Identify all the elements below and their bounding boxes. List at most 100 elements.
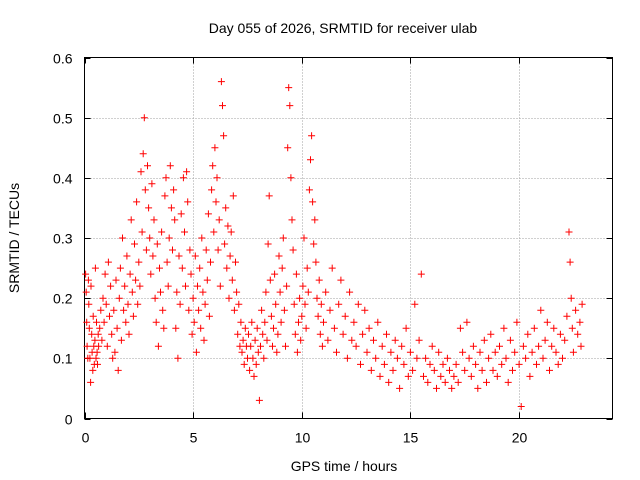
data-point [145, 204, 153, 212]
data-point [273, 348, 281, 356]
data-point [387, 348, 395, 356]
data-point [504, 378, 512, 386]
data-point [317, 300, 325, 308]
data-point [290, 300, 298, 308]
data-point [522, 354, 530, 362]
data-point [175, 252, 183, 260]
data-point [147, 270, 155, 278]
data-point [222, 204, 230, 212]
data-point [348, 336, 356, 344]
data-point [83, 342, 91, 350]
data-point [363, 348, 371, 356]
data-point [426, 360, 434, 368]
data-point [103, 342, 111, 350]
data-point [496, 342, 503, 350]
data-point [282, 342, 289, 350]
data-point [537, 306, 545, 314]
data-point [301, 300, 309, 308]
data-point [278, 264, 286, 272]
data-point [94, 330, 102, 338]
data-point [91, 264, 99, 272]
data-point [295, 318, 302, 326]
data-point [296, 294, 304, 302]
data-point [469, 342, 477, 350]
data-point [195, 306, 203, 314]
data-point [100, 318, 108, 326]
data-point [146, 234, 154, 242]
data-point [249, 354, 257, 362]
data-point [380, 360, 388, 368]
data-point [255, 396, 263, 404]
data-point [289, 246, 297, 254]
data-point [480, 336, 488, 344]
data-point [415, 336, 423, 344]
data-point [489, 366, 497, 374]
data-point [326, 306, 334, 314]
data-point [98, 336, 106, 344]
data-point [513, 318, 521, 326]
data-point [563, 312, 571, 320]
data-point [533, 360, 540, 368]
data-point [530, 324, 538, 332]
data-point [509, 366, 516, 374]
data-point [189, 294, 197, 302]
data-point [422, 354, 430, 362]
data-point [350, 318, 358, 326]
data-point [400, 360, 408, 368]
data-point [183, 168, 191, 176]
data-point [333, 348, 340, 356]
data-point [330, 324, 338, 332]
data-point [308, 132, 316, 140]
data-point [233, 288, 241, 296]
data-point [267, 312, 275, 320]
data-point [472, 360, 480, 368]
data-point [335, 300, 343, 308]
data-point [561, 336, 569, 344]
y-tick-label: 0.2 [53, 291, 73, 307]
data-point [166, 162, 174, 170]
data-point [93, 348, 101, 356]
data-point [150, 216, 158, 224]
data-point [133, 198, 141, 206]
data-point [515, 360, 523, 368]
x-axis-label: GPS time / hours [291, 458, 398, 474]
data-point [136, 282, 144, 290]
data-point [203, 276, 211, 284]
data-point [383, 330, 390, 338]
data-point [117, 336, 125, 344]
data-point [385, 378, 393, 386]
data-point [476, 348, 484, 356]
data-point [215, 216, 223, 224]
data-point [318, 342, 326, 350]
data-point [220, 132, 228, 140]
data-point [391, 336, 399, 344]
data-point [437, 372, 445, 380]
data-point [159, 306, 167, 314]
data-point [236, 342, 244, 350]
data-point [171, 216, 179, 224]
data-point [406, 348, 414, 356]
data-point [234, 330, 242, 338]
data-point [261, 318, 269, 326]
data-point [210, 228, 218, 236]
data-point [284, 144, 292, 152]
data-point [113, 324, 121, 332]
data-point [237, 318, 245, 326]
data-point [83, 318, 91, 326]
data-point [191, 252, 199, 260]
data-point [162, 174, 170, 182]
data-point [208, 186, 216, 194]
data-point [156, 264, 163, 272]
data-point [181, 228, 188, 236]
data-point [225, 294, 233, 302]
data-point [324, 336, 332, 344]
data-point [106, 312, 113, 320]
data-point [465, 354, 473, 362]
data-point [302, 324, 310, 332]
data-point [572, 306, 580, 314]
data-point [320, 318, 327, 326]
data-point [110, 306, 118, 314]
data-point [235, 300, 243, 308]
data-point [164, 282, 172, 290]
data-point [149, 252, 157, 260]
